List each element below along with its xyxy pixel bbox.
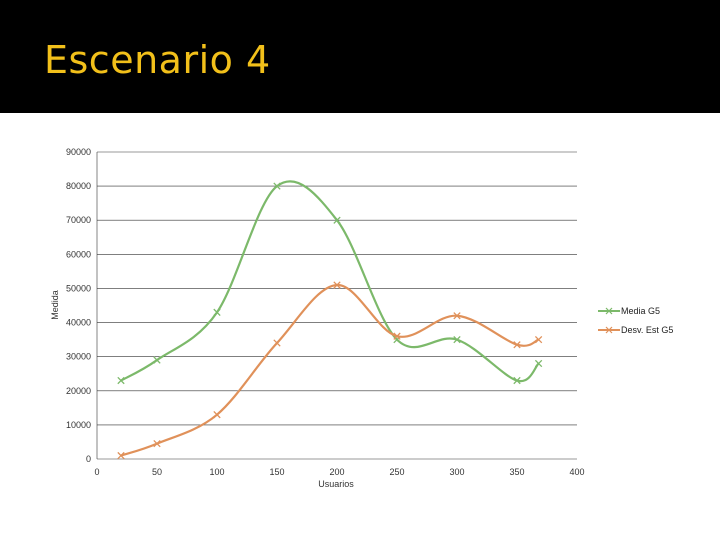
x-tick-label: 100 [209, 467, 224, 477]
y-tick-label: 20000 [66, 386, 91, 396]
y-tick-label: 0 [86, 454, 91, 464]
legend-entry: Media G5 [598, 306, 660, 316]
y-tick-label: 80000 [66, 181, 91, 191]
data-point-marker [393, 332, 401, 340]
y-tick-label: 40000 [66, 318, 91, 328]
y-axis-label: Medida [50, 290, 60, 320]
series-line-0 [120, 180, 540, 383]
data-point-marker [513, 376, 521, 385]
title-bar [0, 0, 720, 113]
data-point-marker [513, 341, 521, 349]
data-point-marker [534, 335, 543, 344]
x-tick-label: 300 [449, 467, 464, 477]
data-point-marker [333, 281, 341, 289]
series-line-1 [120, 283, 540, 457]
y-tick-label: 10000 [66, 420, 91, 430]
y-tick-label: 90000 [66, 147, 91, 157]
x-tick-label: 250 [389, 467, 404, 477]
data-point-marker [153, 439, 161, 448]
data-point-marker [213, 308, 221, 316]
data-point-marker [273, 182, 281, 190]
y-tick-label: 30000 [66, 352, 91, 362]
y-axis-ticks: 0 10000 20000 30000 40000 50000 60000 70000 8000… [66, 147, 91, 464]
y-tick-label: 70000 [66, 215, 91, 225]
x-tick-label: 50 [152, 467, 162, 477]
slide-title: Escenario 4 [44, 38, 271, 82]
data-point-marker [117, 451, 125, 460]
data-point-marker [333, 216, 341, 224]
x-tick-label: 0 [94, 467, 99, 477]
x-tick-label: 150 [269, 467, 284, 477]
y-tick-label: 60000 [66, 249, 91, 259]
data-point-marker [117, 376, 125, 385]
grid-lines [96, 151, 577, 460]
data-point-marker [153, 356, 161, 364]
x-tick-label: 400 [569, 467, 584, 477]
series-layer [117, 180, 543, 460]
data-point-marker [273, 339, 281, 347]
data-point-marker [534, 359, 543, 368]
x-tick-label: 350 [509, 467, 524, 477]
y-tick-label: 50000 [66, 283, 91, 293]
legend-label: Media G5 [621, 306, 660, 316]
x-axis-label: Usuarios [318, 479, 354, 489]
data-point-marker [453, 335, 461, 344]
legend: Media G5 Desv. Est G5 [598, 306, 673, 335]
x-tick-label: 200 [329, 467, 344, 477]
legend-label: Desv. Est G5 [621, 325, 673, 335]
data-point-marker [213, 410, 221, 419]
legend-entry: Desv. Est G5 [598, 325, 673, 335]
data-point-marker [453, 312, 461, 320]
x-axis-ticks: 0 50 100 150 200 250 300 350 400 [94, 467, 584, 477]
